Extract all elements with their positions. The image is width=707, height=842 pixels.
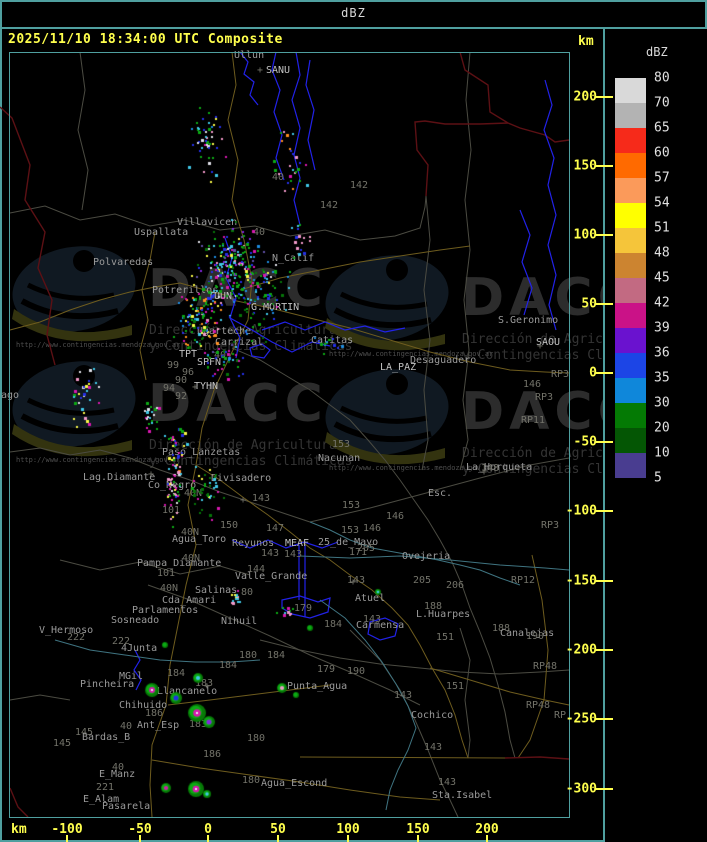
timestamp: 2025/11/10 18:34:00 UTC Composite bbox=[8, 32, 283, 47]
legend-value-label: 54 bbox=[654, 195, 670, 211]
legend-color-box bbox=[615, 378, 646, 403]
legend-value-label: 65 bbox=[654, 120, 670, 136]
legend-color-box bbox=[615, 103, 646, 128]
legend-color-box bbox=[615, 403, 646, 428]
legend-value-label: 30 bbox=[654, 395, 670, 411]
legend-value-label: 57 bbox=[654, 170, 670, 186]
legend-color-box bbox=[615, 78, 646, 103]
radar-echo-layer bbox=[0, 0, 604, 842]
legend-value-label: 36 bbox=[654, 345, 670, 361]
legend-value-label: 10 bbox=[654, 445, 670, 461]
legend-value-label: 80 bbox=[654, 70, 670, 86]
legend-value-label: 42 bbox=[654, 295, 670, 311]
legend-color-box bbox=[615, 203, 646, 228]
reflectivity-legend: dBZ 80 70 65 60 57 54 51 48 45 42 39 36 35 30 20 10 5 bbox=[604, 28, 707, 842]
plot-frame bbox=[9, 52, 570, 818]
legend-color-box bbox=[615, 178, 646, 203]
legend-value-label: 45 bbox=[654, 270, 670, 286]
legend-value-label: 51 bbox=[654, 220, 670, 236]
legend-color-box bbox=[615, 453, 646, 478]
legend-color-box bbox=[615, 428, 646, 453]
legend-color-box bbox=[615, 353, 646, 378]
legend-value-label: 48 bbox=[654, 245, 670, 261]
title-divider bbox=[0, 27, 707, 29]
legend-color-box bbox=[615, 153, 646, 178]
legend-value-label: 39 bbox=[654, 320, 670, 336]
legend-value-label: 20 bbox=[654, 420, 670, 436]
legend-color-box bbox=[615, 128, 646, 153]
legend-color-box bbox=[615, 253, 646, 278]
legend-color-box bbox=[615, 278, 646, 303]
legend-color-box bbox=[615, 303, 646, 328]
legend-color-box bbox=[615, 228, 646, 253]
legend-value-label: 5 bbox=[654, 470, 662, 486]
legend-title: dBZ bbox=[646, 45, 668, 59]
radar-map: DACC Dirección de Agricultura y Continge… bbox=[0, 0, 604, 842]
legend-value-label: 70 bbox=[654, 95, 670, 111]
legend-value-label: 35 bbox=[654, 370, 670, 386]
legend-value-label: 60 bbox=[654, 145, 670, 161]
legend-color-box bbox=[615, 328, 646, 353]
window-title: dBZ bbox=[341, 6, 366, 20]
